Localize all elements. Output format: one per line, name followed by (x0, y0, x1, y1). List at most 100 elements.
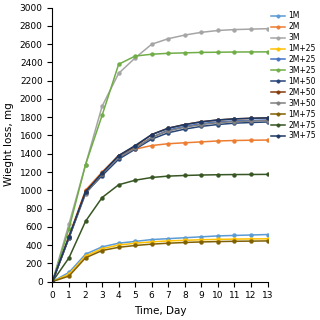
2M+25 (133, 146, 137, 150)
1M+25 (84, 254, 87, 258)
2M+50 (84, 189, 87, 193)
3M+50 (216, 121, 220, 124)
2M (117, 154, 121, 157)
3M (67, 222, 71, 226)
3M+25 (266, 50, 269, 54)
2M+75 (266, 172, 269, 176)
1M+50 (51, 280, 54, 284)
1M+75 (67, 274, 71, 278)
2M (150, 144, 154, 148)
3M+75 (150, 133, 154, 137)
2M+25 (249, 118, 253, 122)
3M+75 (199, 120, 203, 124)
1M+25 (266, 237, 269, 241)
3M (150, 42, 154, 46)
1M+75 (133, 244, 137, 247)
2M+75 (216, 173, 220, 177)
1M+25 (216, 237, 220, 241)
2M (67, 234, 71, 238)
3M+25 (67, 227, 71, 230)
3M (51, 280, 54, 284)
2M+25 (150, 135, 154, 139)
1M+75 (199, 240, 203, 244)
2M+75 (199, 173, 203, 177)
2M+75 (133, 178, 137, 182)
Line: 2M+25: 2M+25 (51, 118, 269, 284)
2M+75 (233, 172, 236, 176)
3M (266, 27, 269, 31)
2M+25 (266, 118, 269, 122)
1M+50 (183, 127, 187, 131)
2M+25 (51, 280, 54, 284)
2M+25 (183, 124, 187, 128)
3M (133, 56, 137, 60)
2M (183, 141, 187, 145)
3M+75 (233, 117, 236, 121)
2M (51, 280, 54, 284)
3M+75 (183, 123, 187, 126)
2M+25 (216, 120, 220, 124)
Line: 2M+75: 2M+75 (51, 172, 269, 284)
2M+25 (199, 122, 203, 125)
3M (233, 28, 236, 31)
3M+75 (67, 235, 71, 239)
3M+25 (100, 114, 104, 117)
Line: 2M+50: 2M+50 (51, 116, 269, 284)
1M+75 (150, 242, 154, 246)
1M+25 (199, 238, 203, 242)
1M (233, 234, 236, 237)
2M+50 (150, 133, 154, 137)
3M+75 (249, 116, 253, 120)
1M (216, 234, 220, 238)
3M+50 (67, 236, 71, 240)
2M (266, 138, 269, 142)
3M+50 (233, 120, 236, 124)
1M (166, 237, 170, 241)
2M+25 (233, 119, 236, 123)
1M+25 (133, 241, 137, 245)
1M (100, 245, 104, 249)
2M+50 (100, 172, 104, 176)
1M+25 (51, 280, 54, 284)
3M+75 (51, 280, 54, 284)
1M+75 (266, 239, 269, 243)
2M+50 (67, 235, 71, 239)
3M+25 (133, 54, 137, 58)
1M (266, 233, 269, 236)
1M+50 (166, 131, 170, 135)
1M+25 (100, 247, 104, 251)
2M+75 (166, 174, 170, 178)
2M+50 (117, 154, 121, 157)
1M+75 (100, 249, 104, 252)
1M+50 (249, 121, 253, 124)
2M+75 (100, 196, 104, 199)
1M (51, 280, 54, 284)
3M+25 (249, 50, 253, 54)
3M+25 (183, 51, 187, 55)
3M+50 (183, 125, 187, 129)
1M (117, 241, 121, 245)
2M (216, 139, 220, 143)
3M+75 (117, 154, 121, 157)
1M+50 (84, 191, 87, 195)
2M+75 (249, 172, 253, 176)
Line: 3M+75: 3M+75 (51, 116, 269, 284)
2M+75 (84, 220, 87, 223)
2M (100, 170, 104, 174)
3M+50 (249, 119, 253, 123)
1M (199, 235, 203, 239)
1M (67, 270, 71, 274)
3M (166, 37, 170, 41)
2M+25 (117, 156, 121, 159)
1M+50 (266, 120, 269, 124)
1M+25 (117, 243, 121, 247)
2M+75 (117, 183, 121, 187)
3M+25 (117, 62, 121, 66)
2M+25 (166, 128, 170, 132)
2M+75 (150, 176, 154, 180)
3M+50 (51, 280, 54, 284)
3M (199, 30, 203, 34)
1M+25 (183, 238, 187, 242)
2M+75 (51, 280, 54, 284)
Legend: 1M, 2M, 3M, 1M+25, 2M+25, 3M+25, 1M+50, 2M+50, 3M+50, 1M+75, 2M+75, 3M+75: 1M, 2M, 3M, 1M+25, 2M+25, 3M+25, 1M+50, … (271, 12, 316, 140)
